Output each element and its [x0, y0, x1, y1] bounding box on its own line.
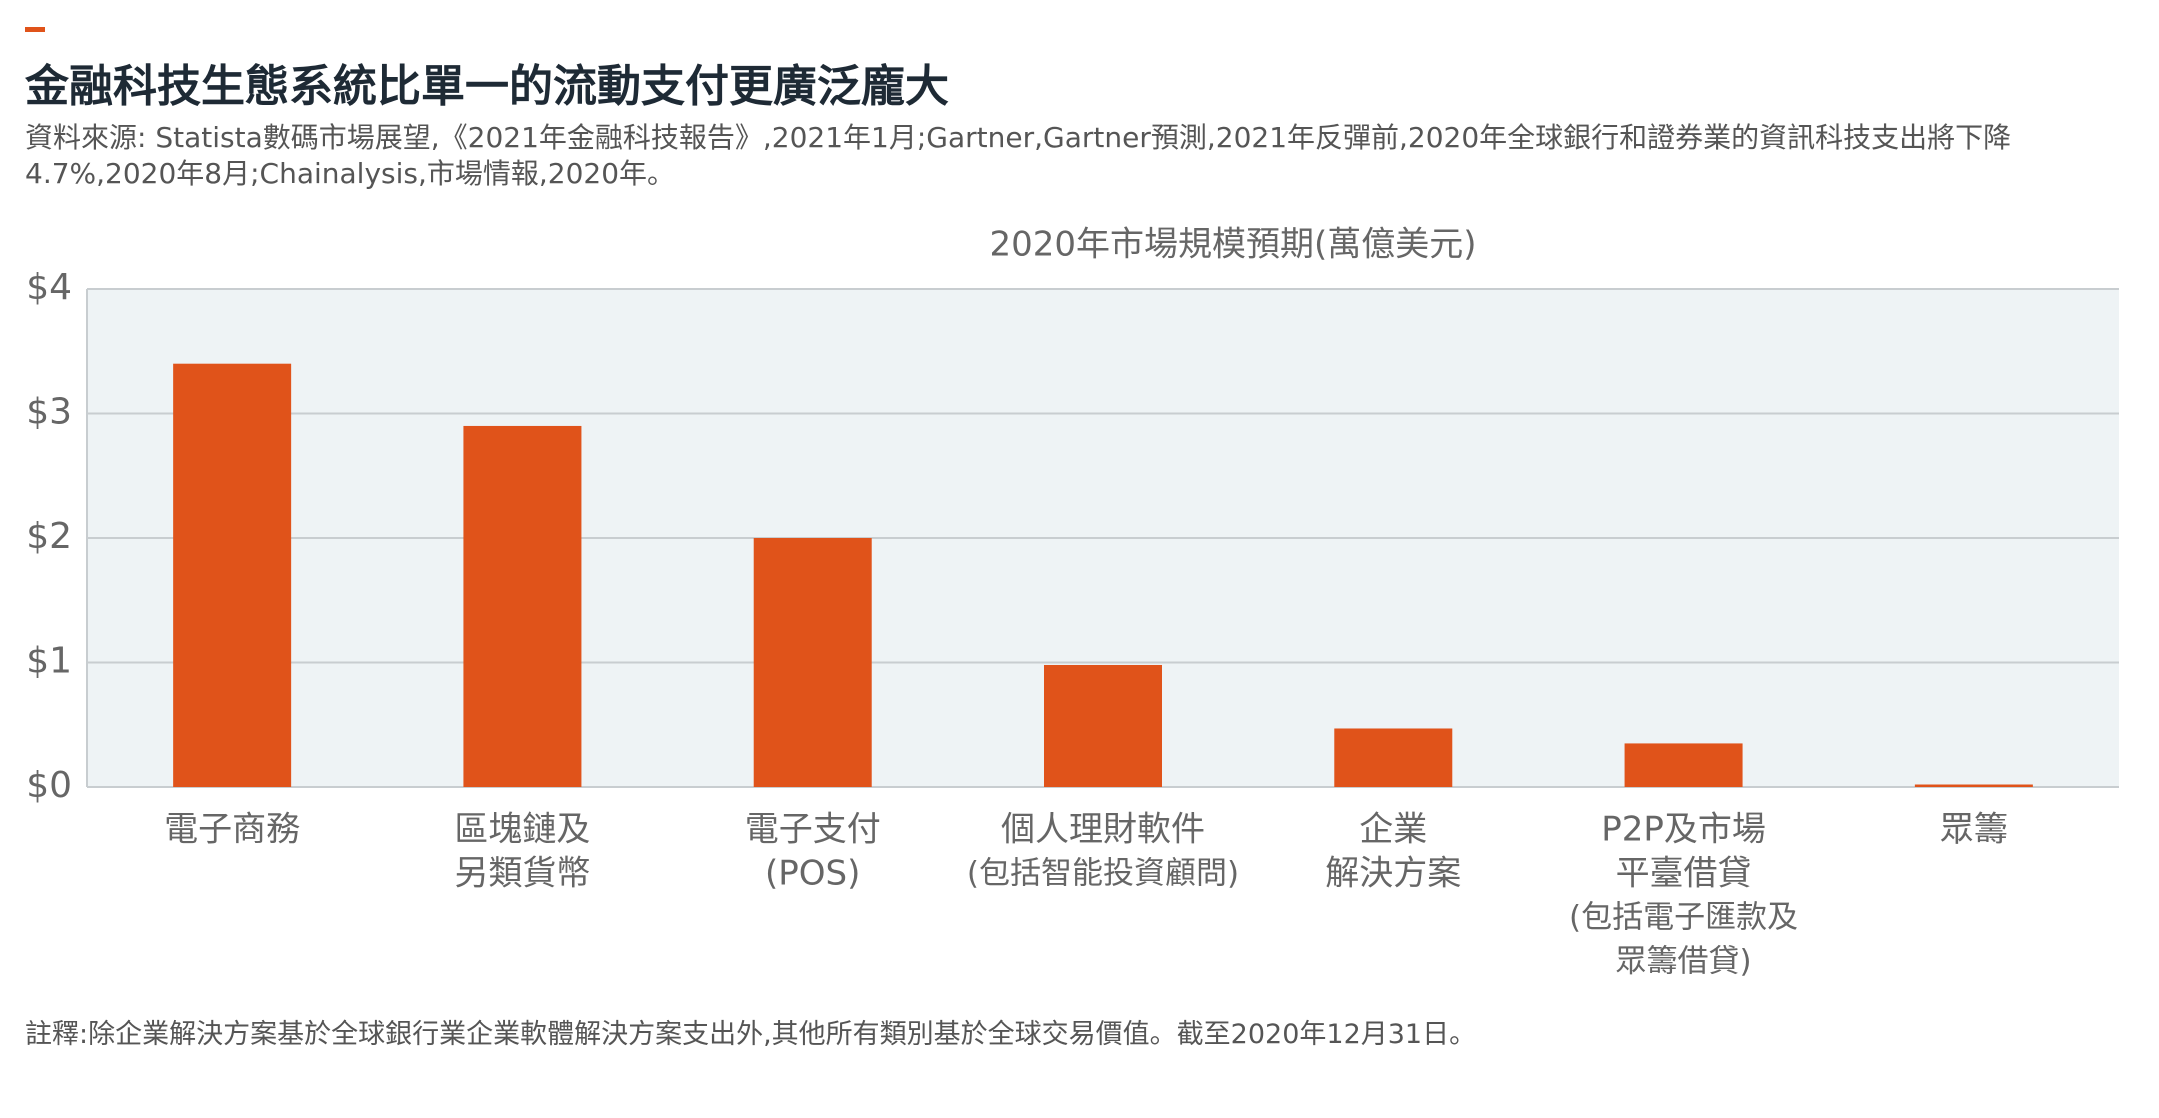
- chart-title: 2020年市場規模預期(萬億美元): [989, 225, 1476, 265]
- y-tick-label: $3: [26, 392, 72, 433]
- source-text: 資料來源: Statista數碼市場展望,《2021年金融科技報告》,2021年…: [25, 121, 2012, 190]
- chart: 2020年市場規模預期(萬億美元) $0 $1 $2 $3 $4 電子商務 區塊鏈及另類貨幣…: [26, 225, 2119, 980]
- y-tick-label: $0: [26, 765, 72, 806]
- x-tick-label: 平臺借貸: [1616, 854, 1752, 894]
- x-tick-label: 解決方案: [1325, 854, 1461, 894]
- x-tick-label: 另類貨幣: [454, 854, 590, 894]
- page-title: 金融科技生態系統比單一的流動支付更廣泛龐大: [25, 61, 949, 112]
- bar: [1914, 784, 2033, 787]
- bar: [463, 425, 582, 787]
- x-tick-label: P2P及市場: [1601, 810, 1766, 850]
- x-tick-label: 個人理財軟件: [1001, 810, 1205, 850]
- bar: [1044, 664, 1162, 787]
- y-tick-label: $2: [26, 516, 72, 557]
- x-tick-label: 電子商務: [164, 810, 300, 850]
- y-tick-label: $1: [26, 641, 72, 682]
- x-tick-label: 企業: [1359, 810, 1427, 850]
- y-tick-label: $4: [26, 267, 72, 308]
- bar: [173, 363, 292, 787]
- bar: [753, 538, 872, 787]
- x-tick-label: 區塊鏈及: [454, 810, 590, 850]
- accent-bar: [25, 27, 45, 32]
- x-tick-label: 眾籌借貸): [1616, 944, 1752, 980]
- x-tick-label: 眾籌: [1940, 810, 2008, 850]
- x-tick-label: (包括電子匯款及: [1569, 900, 1798, 936]
- footnote: 註釋:除企業解決方案基於全球銀行業企業軟體解決方案支出外,其他所有類別基於全球交…: [25, 1019, 1477, 1050]
- bar: [1334, 728, 1453, 787]
- x-tick-label: (POS): [765, 854, 860, 894]
- x-tick-label: 電子支付: [745, 810, 881, 850]
- bar: [1624, 743, 1743, 787]
- x-tick-label: (包括智能投資顧問): [967, 856, 1239, 892]
